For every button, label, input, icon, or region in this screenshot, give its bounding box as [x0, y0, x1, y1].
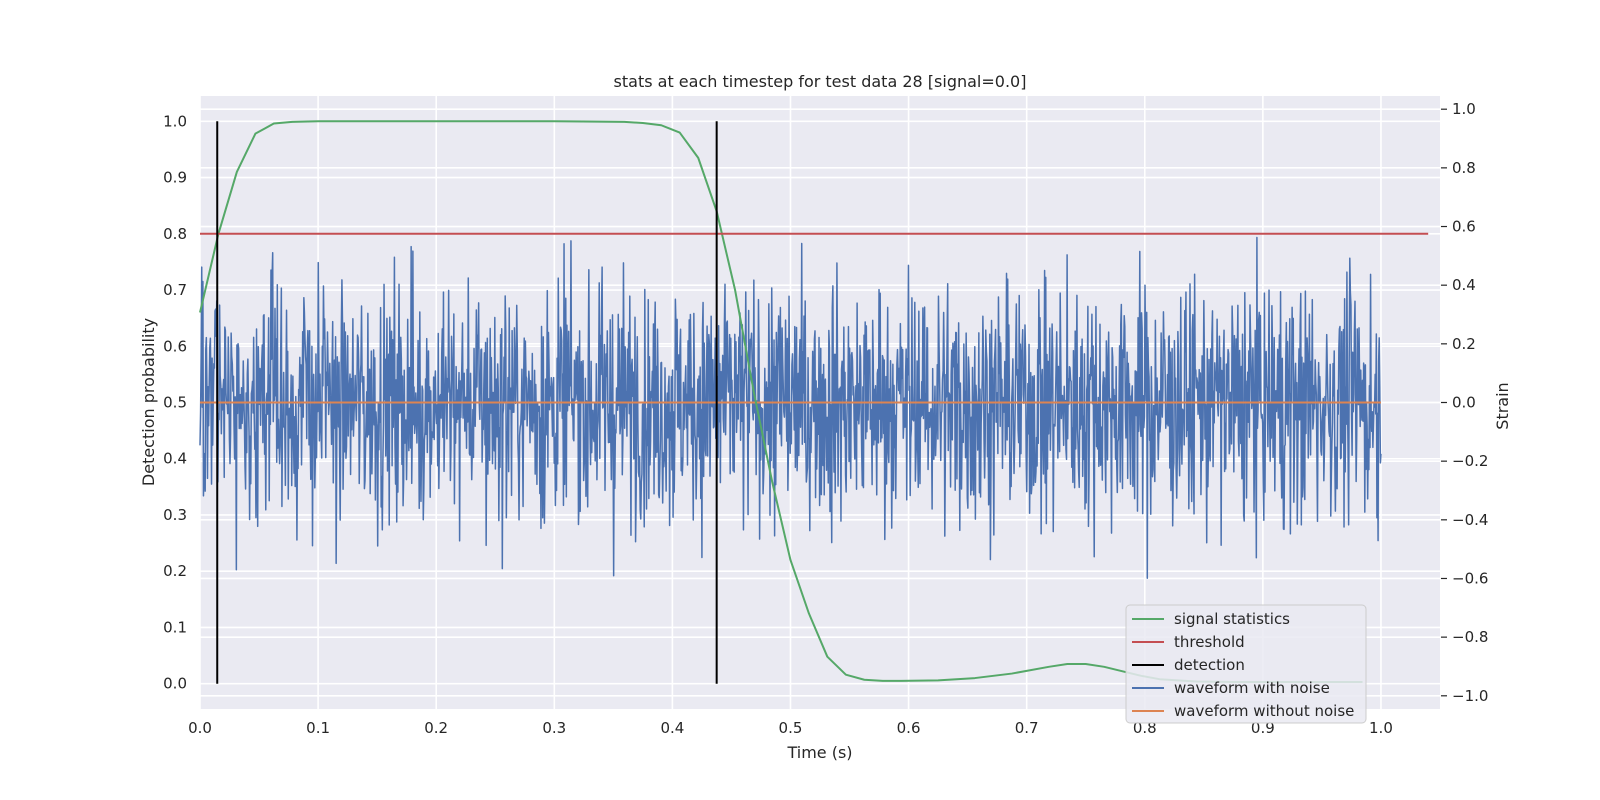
y-tick-label: 0.7 [163, 281, 187, 299]
y2-tick-label: 0.0 [1452, 394, 1476, 412]
x-tick-label: 0.3 [542, 719, 566, 737]
x-tick-label: 1.0 [1369, 719, 1393, 737]
y-tick-label: 0.3 [163, 506, 187, 524]
y2-tick-label: 0.8 [1452, 159, 1476, 177]
y2-tick-label: 0.2 [1452, 335, 1476, 353]
waveform-with-noise-line [199, 236, 1382, 580]
legend: signal statistics threshold detection wavef… [1125, 604, 1367, 724]
x-tick-label: 0.1 [306, 719, 330, 737]
legend-entry-label: signal statistics [1174, 610, 1290, 628]
y2-tick-label: −0.4 [1452, 511, 1488, 529]
y-tick-label: 1.0 [163, 112, 187, 130]
x-axis-label: Time (s) [786, 743, 852, 762]
y-tick-label: 0.1 [163, 618, 187, 636]
y-tick-label: 0.6 [163, 337, 187, 355]
legend-entry-label: waveform with noise [1174, 679, 1330, 697]
tick-labels: 0.0 0.1 0.2 0.3 0.4 0.5 0.6 0.7 0.8 0.9 1.0 0.0 0.1 0… [163, 100, 1488, 737]
x-tick-label: 0.6 [897, 719, 921, 737]
x-tick-label: 0.7 [1015, 719, 1039, 737]
y-tick-label: 0.5 [163, 394, 187, 412]
x-tick-label: 0.0 [188, 719, 212, 737]
legend-box [1125, 604, 1367, 724]
y2-tick-label: −0.6 [1452, 569, 1488, 587]
chart-title: stats at each timestep for test data 28 … [614, 72, 1027, 91]
legend-entry-label: threshold [1174, 633, 1245, 651]
y2-tick-label: 1.0 [1452, 100, 1476, 118]
x-tick-label: 0.5 [779, 719, 803, 737]
y-tick-label: 0.0 [163, 675, 187, 693]
legend-entry-label: waveform without noise [1174, 702, 1354, 720]
legend-entry-label: detection [1174, 656, 1245, 674]
y-tick-label: 0.2 [163, 562, 187, 580]
y2-tick-label: 0.6 [1452, 218, 1476, 236]
y-tick-label: 0.9 [163, 169, 187, 187]
y2-tick-label: −0.2 [1452, 452, 1488, 470]
y-tick-label: 0.4 [163, 450, 187, 468]
y-tick-label: 0.8 [163, 225, 187, 243]
x-tick-label: 0.2 [424, 719, 448, 737]
y2-axis-label: Strain [1493, 382, 1512, 429]
y2-tick-label: 0.4 [1452, 276, 1476, 294]
y-axis-label: Detection probability [139, 318, 158, 486]
y2-tick-label: −1.0 [1452, 687, 1488, 705]
y2-tick-label: −0.8 [1452, 628, 1488, 646]
plot-series [199, 120, 1429, 684]
x-tick-label: 0.4 [660, 719, 684, 737]
